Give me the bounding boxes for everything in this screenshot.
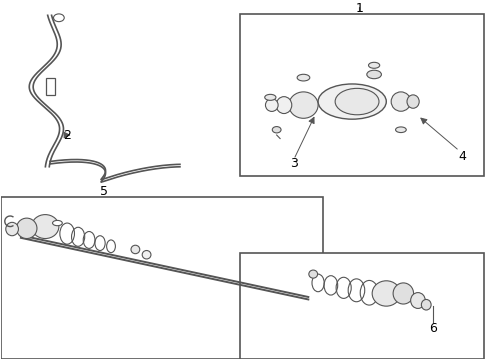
Ellipse shape: [393, 283, 414, 304]
Ellipse shape: [276, 96, 292, 113]
Ellipse shape: [52, 220, 62, 226]
Ellipse shape: [297, 74, 310, 81]
Ellipse shape: [411, 293, 425, 309]
Ellipse shape: [289, 92, 318, 118]
Ellipse shape: [335, 88, 379, 115]
Text: 2: 2: [63, 129, 71, 141]
Bar: [240, 14, 484, 176]
Ellipse shape: [318, 84, 386, 119]
Ellipse shape: [368, 62, 380, 68]
Ellipse shape: [31, 215, 59, 239]
Bar: [240, 253, 484, 359]
Text: 4: 4: [458, 150, 466, 163]
Ellipse shape: [421, 300, 431, 310]
Ellipse shape: [391, 92, 411, 111]
Text: 1: 1: [356, 2, 364, 15]
Bar: [46, 78, 55, 95]
Text: 3: 3: [290, 157, 297, 170]
Bar: [1, 197, 323, 359]
Ellipse shape: [395, 127, 406, 132]
Text: 5: 5: [99, 185, 108, 198]
Ellipse shape: [407, 95, 419, 108]
Circle shape: [53, 14, 64, 22]
Ellipse shape: [372, 281, 400, 306]
Ellipse shape: [142, 251, 151, 259]
Text: 6: 6: [429, 322, 437, 335]
Ellipse shape: [266, 99, 278, 112]
Ellipse shape: [309, 270, 318, 278]
Ellipse shape: [265, 94, 276, 100]
Ellipse shape: [6, 222, 19, 236]
Ellipse shape: [272, 127, 281, 133]
Ellipse shape: [131, 245, 140, 254]
Ellipse shape: [367, 70, 381, 79]
Ellipse shape: [17, 218, 37, 239]
